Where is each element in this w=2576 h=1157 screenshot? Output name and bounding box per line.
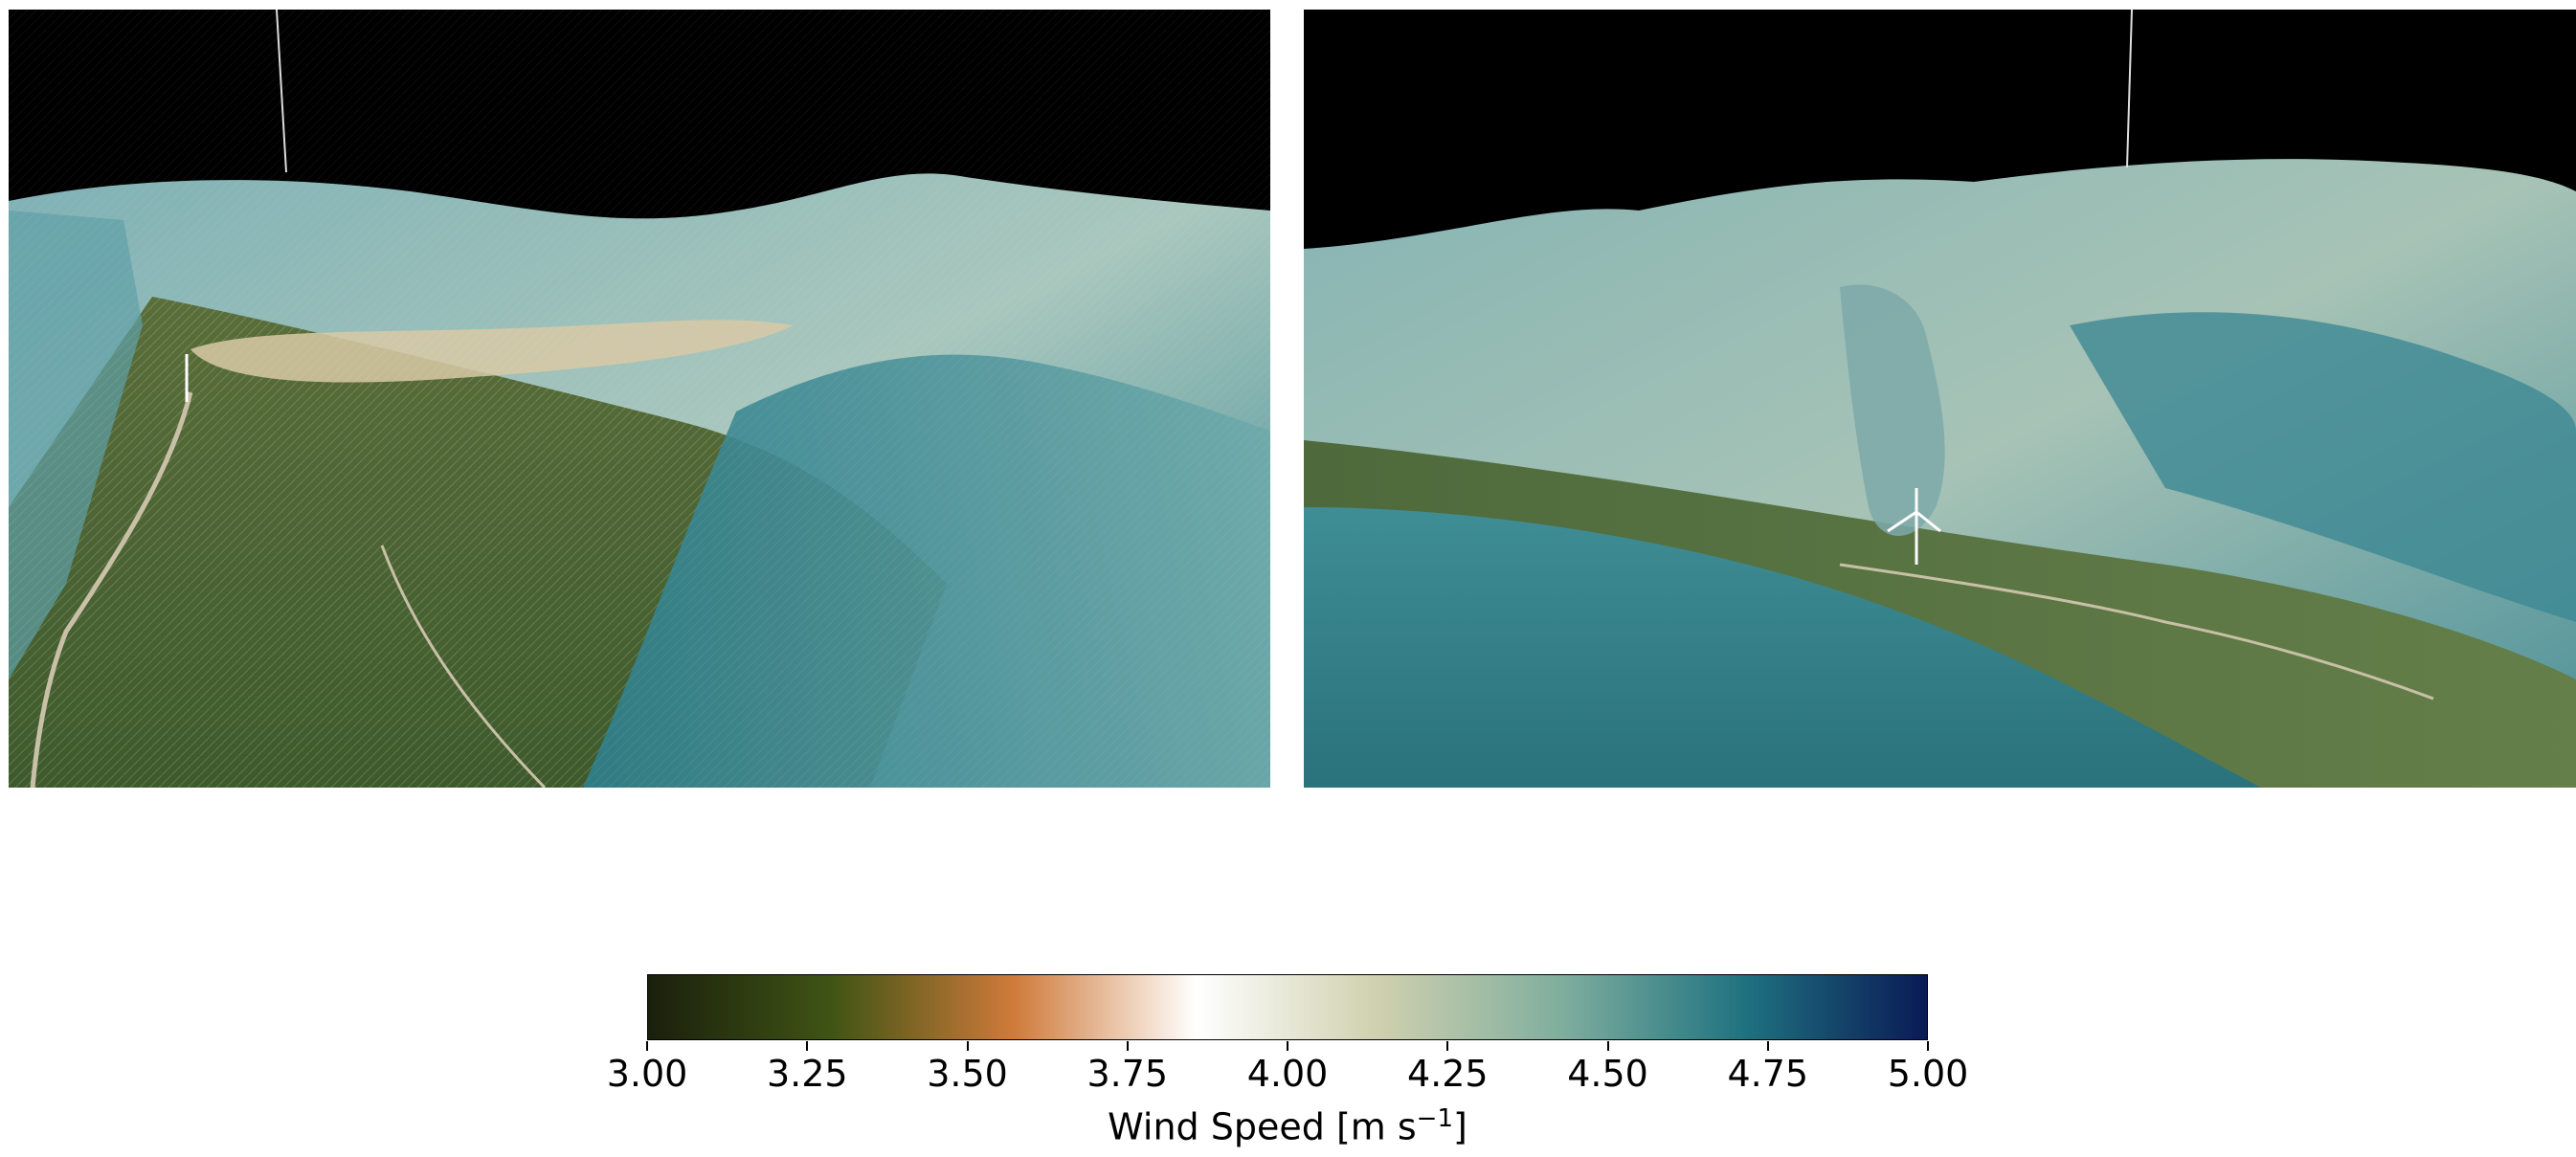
colorbar-tick-label: 3.50	[927, 1053, 1008, 1095]
colorbar-tick-label: 5.00	[1887, 1053, 1969, 1095]
left-terrain-scene	[9, 10, 1270, 788]
colorbar-tick	[646, 1041, 648, 1051]
colorbar-tick-label: 3.25	[766, 1053, 848, 1095]
left-visualization-panel	[9, 10, 1270, 788]
colorbar-tick-label: 3.00	[606, 1053, 688, 1095]
colorbar-tick	[806, 1041, 809, 1051]
colorbar-tick-label: 4.00	[1246, 1053, 1329, 1095]
colorbar-tick-label: 4.50	[1567, 1053, 1648, 1095]
colorbar-tick	[1606, 1041, 1609, 1051]
colorbar-gradient	[647, 974, 1928, 1040]
colorbar-tick	[1927, 1041, 1929, 1051]
colorbar-tick	[1446, 1041, 1449, 1051]
colorbar-tick	[1287, 1041, 1288, 1051]
colorbar	[647, 974, 1928, 1041]
colorbar-label: Wind Speed [m s−1]	[1108, 1104, 1467, 1148]
right-visualization-panel	[1304, 10, 2576, 788]
colorbar-tick-label: 3.75	[1086, 1053, 1169, 1095]
right-terrain-scene	[1304, 10, 2576, 788]
colorbar-tick-label: 4.75	[1727, 1053, 1809, 1095]
colorbar-tick	[1126, 1041, 1129, 1051]
colorbar-tick	[966, 1041, 969, 1051]
colorbar-tick-label: 4.25	[1406, 1053, 1489, 1095]
colorbar-tick	[1766, 1041, 1769, 1051]
